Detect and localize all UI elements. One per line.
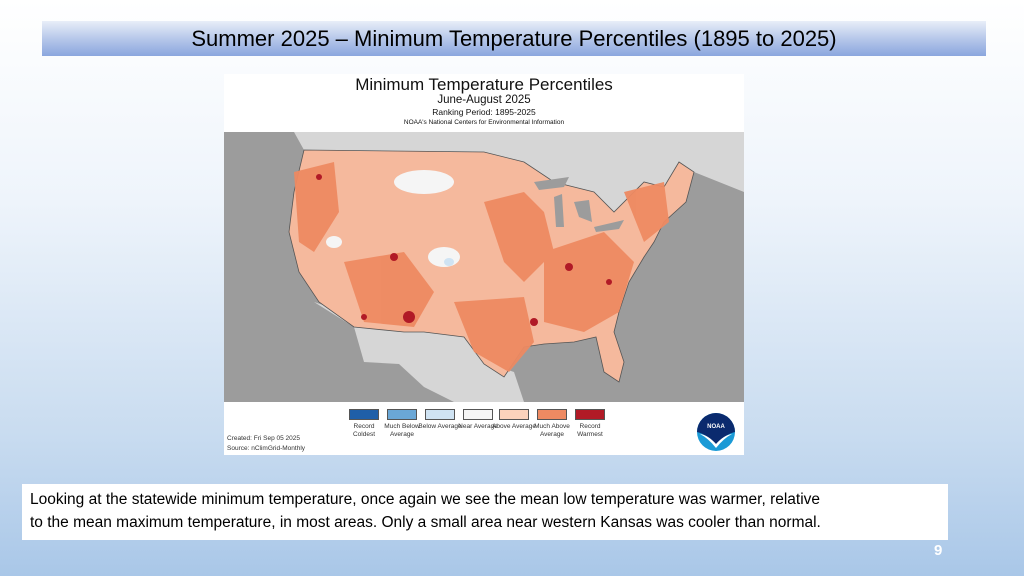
slide-caption: Looking at the statewide minimum tempera… bbox=[22, 484, 948, 540]
legend-swatch bbox=[575, 409, 605, 420]
figure-title: Minimum Temperature Percentiles bbox=[355, 75, 613, 94]
figure-header: Minimum Temperature Percentiles June-Aug… bbox=[224, 74, 744, 132]
map-legend: Record Coldest Much Below Average Below … bbox=[224, 404, 744, 455]
legend-much-above: Much Above Average bbox=[530, 409, 574, 439]
legend-label: Record Coldest bbox=[352, 423, 376, 438]
svg-text:NOAA: NOAA bbox=[707, 424, 725, 430]
caption-line-2: to the mean maximum temperature, in most… bbox=[30, 514, 821, 531]
below-average-area bbox=[444, 258, 454, 266]
legend-record-coldest: Record Coldest bbox=[342, 409, 386, 439]
legend-swatch bbox=[349, 409, 379, 420]
legend-label: Below Average bbox=[418, 423, 462, 430]
record-warmest-areas bbox=[316, 174, 612, 326]
figure-subtitle: June-August 2025 bbox=[437, 94, 531, 106]
legend-below: Below Average bbox=[418, 409, 462, 431]
legend-above: Above Average bbox=[492, 409, 536, 431]
legend-label: Above Average bbox=[492, 423, 536, 430]
slide-title: Summer 2025 – Minimum Temperature Percen… bbox=[42, 21, 986, 56]
legend-record-warmest: Record Warmest bbox=[568, 409, 612, 439]
data-source: Source: nClimGrid-Monthly bbox=[227, 445, 306, 452]
legend-label: Record Warmest bbox=[577, 423, 603, 438]
legend-swatch bbox=[463, 409, 493, 420]
us-map bbox=[224, 132, 744, 402]
created-date: Created: Fri Sep 05 2025 bbox=[227, 435, 300, 442]
source-org: NOAA's National Centers for Environmenta… bbox=[403, 119, 565, 126]
ranking-period: Ranking Period: 1895-2025 bbox=[432, 107, 536, 117]
noaa-percentile-map-figure: Minimum Temperature Percentiles June-Aug… bbox=[224, 74, 744, 455]
legend-swatch bbox=[499, 409, 529, 420]
legend-near: Near Average bbox=[456, 409, 500, 431]
caption-line-1: Looking at the statewide minimum tempera… bbox=[30, 491, 821, 508]
page-number: 9 bbox=[934, 542, 943, 559]
great-lakes bbox=[534, 177, 624, 232]
legend-swatch bbox=[537, 409, 567, 420]
noaa-logo: NOAA bbox=[697, 413, 735, 451]
legend-label: Near Average bbox=[458, 423, 498, 430]
legend-much-below: Much Below Average bbox=[380, 409, 424, 439]
legend-label: Much Above Average bbox=[534, 423, 570, 438]
legend-label: Much Below Average bbox=[384, 423, 420, 438]
much-above-average-areas bbox=[294, 162, 669, 372]
legend-swatch bbox=[425, 409, 455, 420]
legend-swatch bbox=[387, 409, 417, 420]
